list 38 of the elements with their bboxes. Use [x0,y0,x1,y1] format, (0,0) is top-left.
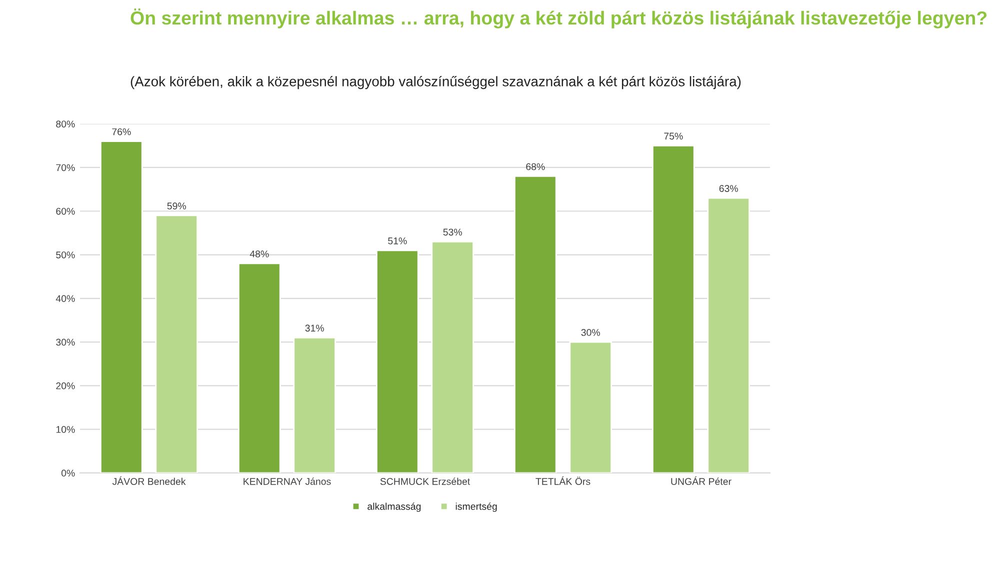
data-label: 53% [443,228,462,236]
data-label: 76% [112,128,131,136]
x-tick-label: KENDERNAY János [244,478,331,485]
legend-label: alkalmasság [368,502,421,512]
bar [155,214,198,473]
y-tick-label: 70% [56,164,75,172]
bar [376,250,419,473]
data-label: 48% [250,250,269,258]
bar [431,240,474,473]
y-tick-label: 10% [56,426,75,433]
x-tick-label: TETLÁK Örs [536,476,590,485]
y-tick-label: 0% [61,470,75,477]
bar [293,336,336,473]
x-tick-label: UNGÁR Péter [671,476,732,485]
bar [514,176,557,473]
data-label: 59% [167,202,186,210]
data-label: 51% [388,237,407,244]
y-tick-label: 80% [56,120,75,128]
y-tick-label: 40% [56,295,75,302]
x-tick-label: JÁVOR Benedek [112,476,186,485]
bar [652,144,695,473]
bar [569,341,612,473]
data-label: 30% [581,329,600,336]
y-tick-label: 30% [56,338,75,346]
data-label: 63% [719,185,738,192]
y-tick-label: 60% [56,208,75,215]
data-label: 75% [664,132,683,140]
data-label: 31% [305,324,324,332]
bar [707,197,750,473]
chart-subtitle: (Azok körében, akik a közepesnél nagyobb valószínűséggel szavaznának a két párt közös listájára) [130,76,741,90]
x-tick-label: SCHMUCK Erzsébet [380,478,470,485]
legend-label: ismertség [456,502,497,512]
chart-title: Ön szerint mennyire alkalmas … arra, hogy a két zöld párt közös listájának listavezetője legyen? [130,8,987,28]
y-tick-label: 20% [56,382,75,390]
bar [238,262,281,473]
data-label: 68% [526,163,545,170]
bar [100,140,143,473]
y-tick-label: 50% [56,251,75,258]
